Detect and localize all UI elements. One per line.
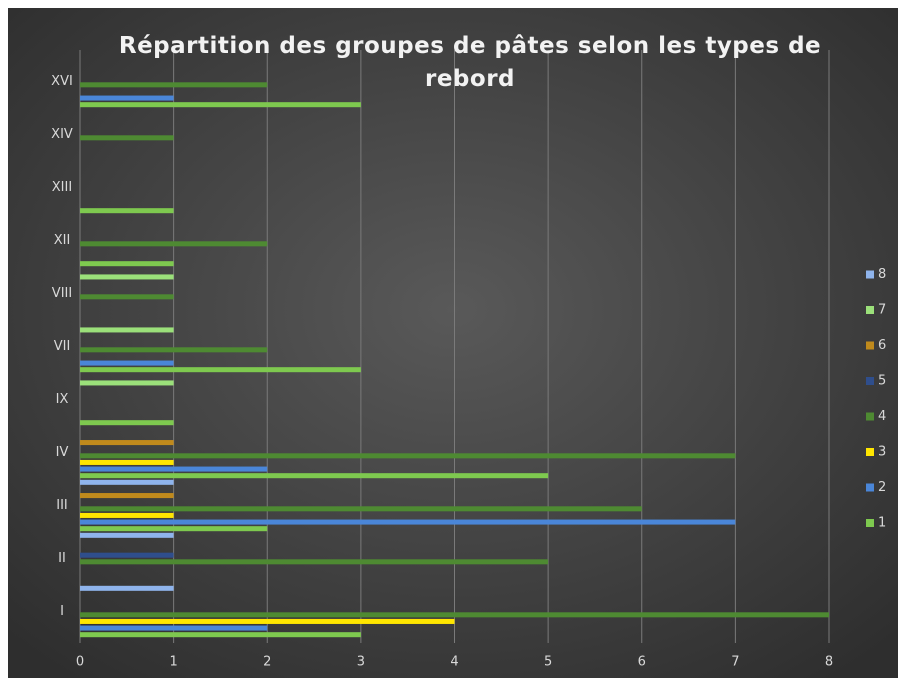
bar [80, 274, 174, 280]
bar [80, 327, 174, 333]
y-tick-label: I [60, 604, 64, 619]
legend-swatch [866, 412, 874, 421]
x-tick-label: 6 [638, 655, 646, 670]
bar [80, 625, 268, 631]
chart-title: Répartition des groupes de pâtes selon l… [118, 33, 822, 92]
bar [80, 466, 268, 472]
y-tick-label: IV [56, 445, 69, 460]
legend-label: 8 [878, 267, 886, 282]
x-tick-label: 2 [263, 655, 271, 670]
bar [80, 493, 174, 499]
legend-swatch [866, 483, 874, 492]
x-tick-label: 3 [357, 655, 365, 670]
bar [80, 506, 642, 512]
x-tick-label: 5 [544, 655, 552, 670]
legend-swatch [866, 377, 874, 385]
y-tick-label: III [56, 498, 68, 513]
y-tick-label: IX [56, 392, 69, 407]
legend-swatch [866, 448, 874, 456]
legend-label: 6 [878, 338, 886, 353]
x-tick-label: 7 [731, 655, 739, 670]
bar [80, 459, 174, 465]
bar [80, 420, 174, 426]
y-tick-label: II [58, 551, 66, 566]
legend-label: 4 [878, 409, 886, 424]
bar [80, 618, 455, 624]
bar [80, 473, 549, 479]
bar [80, 380, 174, 386]
bar [80, 208, 174, 214]
legend-swatch [866, 341, 874, 350]
y-tick-label: XVI [51, 74, 73, 89]
legend-label: 3 [878, 445, 886, 460]
x-tick-label: 1 [169, 655, 177, 670]
y-tick-label: XIV [51, 127, 73, 142]
y-tick-label: VIII [52, 286, 72, 301]
bar [80, 552, 174, 558]
bar [80, 261, 174, 267]
bar [80, 532, 174, 538]
bar [80, 512, 174, 518]
y-tick-label: XII [54, 233, 71, 248]
y-tick-label: VII [54, 339, 71, 354]
bar [80, 347, 268, 353]
bar [80, 294, 174, 300]
bar [80, 360, 174, 366]
chart-background [8, 8, 898, 678]
legend-swatch [866, 270, 874, 279]
bar [80, 95, 174, 101]
bar [80, 612, 829, 618]
bar [80, 241, 268, 247]
legend-swatch [866, 306, 874, 314]
legend-label: 5 [878, 374, 886, 389]
bar [80, 440, 174, 446]
y-tick-label: XIII [52, 180, 72, 195]
bar [80, 585, 174, 591]
legend-label: 7 [878, 303, 886, 318]
legend-swatch [866, 519, 874, 527]
bar [80, 135, 174, 141]
bar [80, 82, 268, 88]
x-tick-label: 8 [825, 655, 833, 670]
x-tick-label: 0 [76, 655, 84, 670]
bar [80, 632, 361, 638]
bar [80, 453, 736, 459]
x-tick-label: 4 [450, 655, 458, 670]
legend-label: 2 [878, 480, 886, 495]
bar [80, 526, 268, 532]
bar [80, 102, 361, 108]
legend-label: 1 [878, 516, 886, 531]
bar [80, 559, 549, 565]
bar [80, 367, 361, 373]
bar [80, 479, 174, 485]
bar [80, 519, 736, 525]
